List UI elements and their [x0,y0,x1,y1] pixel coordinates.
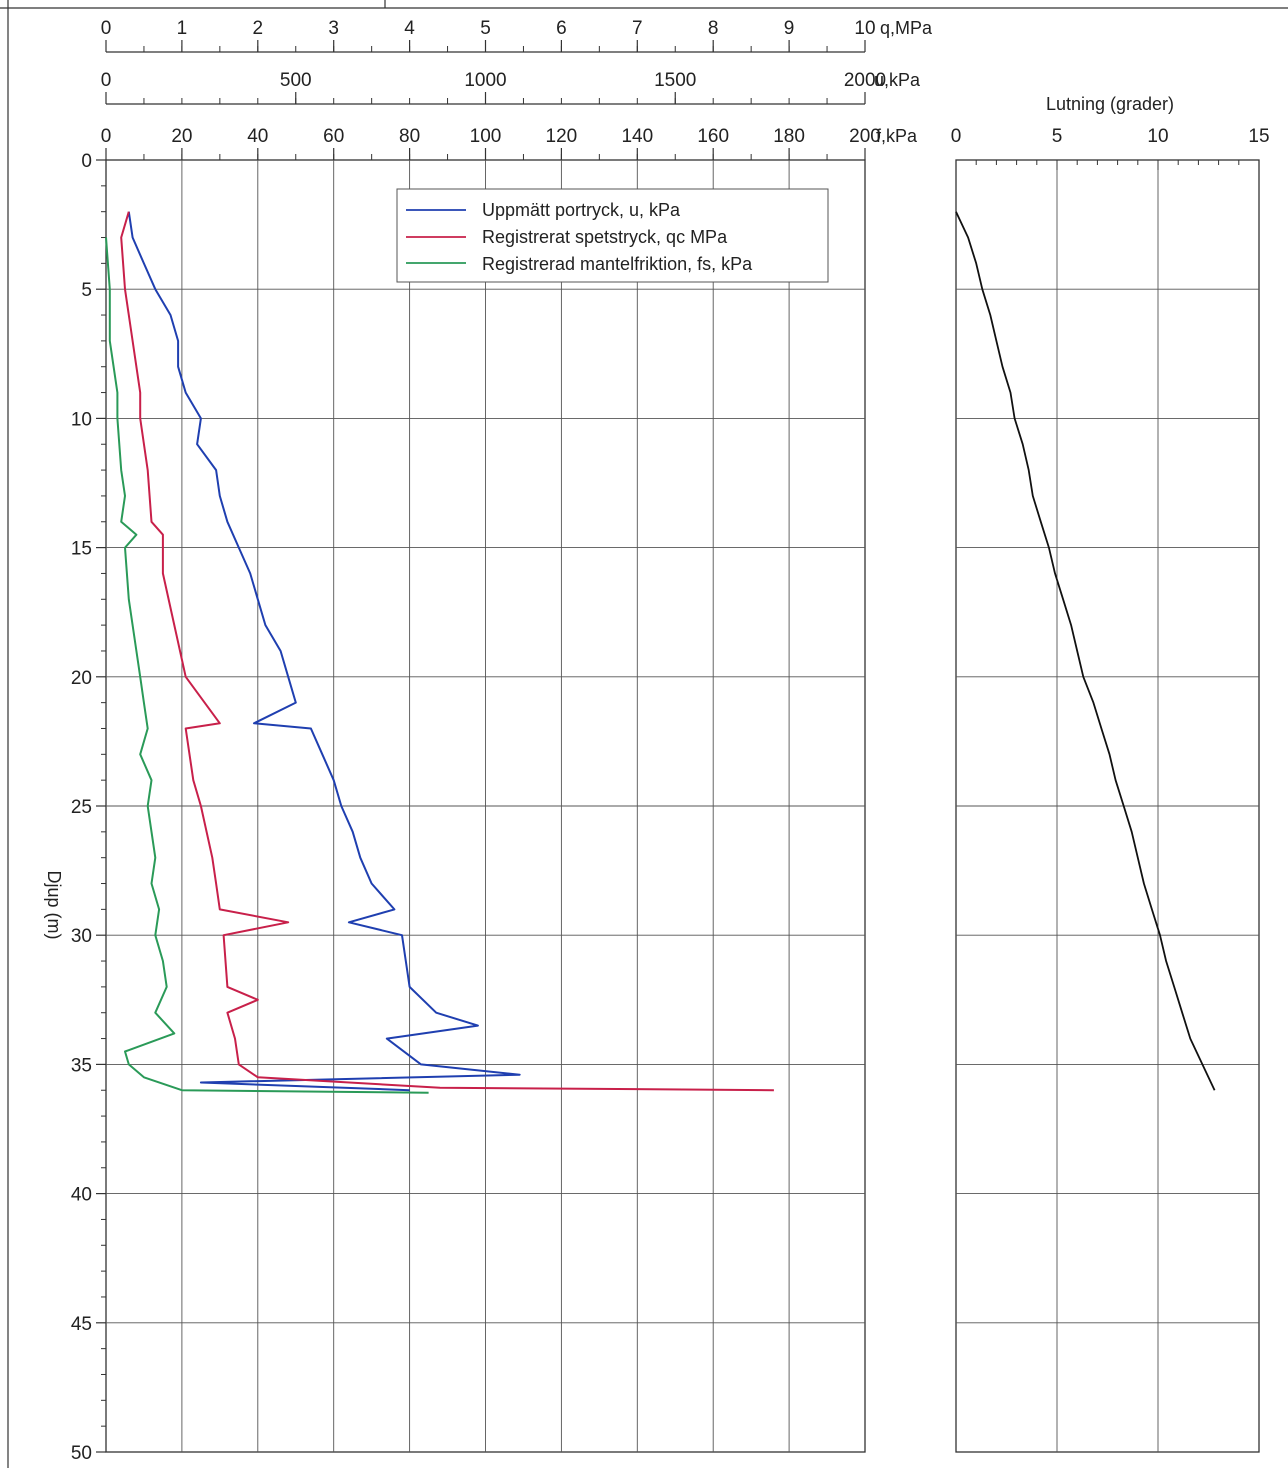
x-tick-label: 60 [323,126,344,147]
side-axes: 0 5 10 15 [951,126,1270,170]
x-tick-label: 0 [101,70,112,91]
x-axis-unit-f-kpa: f,kPa [876,126,918,146]
x-tick-label: 80 [399,126,420,147]
x-axis-unit-u-kpa: u,kPa [874,70,921,90]
x-tick-label: 2000 [844,70,886,91]
x-tick-label: 500 [280,70,312,91]
x-axis-q-mpa: 0 1 2 3 4 5 6 7 8 9 10 q,MPa [101,18,933,53]
side-x-tick-label: 15 [1248,126,1269,147]
x-tick-label: 120 [546,126,578,147]
x-tick-label: 40 [247,126,268,147]
x-tick-label: 1500 [654,70,696,91]
x-tick-label: 100 [470,126,502,147]
x-tick-label: 3 [328,18,339,39]
depth-tick-label: 40 [71,1185,92,1206]
legend-box [396,188,829,283]
x-tick-label: 10 [854,18,875,39]
x-tick-label: 7 [632,18,643,39]
x-tick-label: 4 [404,18,415,39]
inclination-chart: 0 5 10 15 Lutning (grader) [951,94,1270,1453]
series-line-registrerat-spetstryck-qc-mpa [120,211,774,1092]
inclination-title: Lutning (grader) [1046,94,1174,114]
legend-entry-u: Uppmätt portryck, u, kPa [482,200,681,220]
x-tick-label: 8 [708,18,719,39]
x-tick-label: 9 [784,18,795,39]
x-tick-label: 6 [556,18,567,39]
x-axis-unit-q-mpa: q,MPa [880,18,933,38]
depth-tick-label: 20 [71,668,92,689]
x-tick-label: 20 [171,126,192,147]
depth-tick-label: 0 [81,151,92,172]
depth-tick-label: 35 [71,1055,92,1076]
x-tick-label: 1000 [464,70,506,91]
x-tick-label: 0 [101,18,112,39]
x-tick-label: 1 [177,18,188,39]
x-tick-label: 5 [480,18,491,39]
depth-tick-label: 10 [71,409,92,430]
depth-tick-label: 5 [81,280,92,301]
main-grid [105,159,866,1453]
depth-tick-label: 50 [71,1443,92,1464]
x-tick-label: 140 [621,126,653,147]
depth-axis-label: Djup (m) [44,870,64,939]
series-line-uppm-tt-portryck-u-kpa [127,211,521,1092]
side-grid [955,159,1260,1453]
side-x-tick-label: 0 [951,126,962,147]
depth-tick-label: 45 [71,1314,92,1335]
side-x-tick-label: 5 [1052,126,1063,147]
x-tick-label: 180 [773,126,805,147]
side-series [955,211,1216,1091]
legend-entry-fs: Registrerad mantelfriktion, fs, kPa [482,254,753,274]
main-legend: Uppmätt portryck, u, kPa Registrerat spe… [396,188,829,283]
x-tick-label: 2 [253,18,264,39]
main-series [105,211,774,1094]
legend-entry-qc: Registrerat spetstryck, qc MPa [482,227,728,247]
series-line-registrerad-mantelfriktion-fs-kpa [105,237,429,1094]
x-tick-label: 200 [849,126,881,147]
depth-tick-label: 25 [71,797,92,818]
side-x-tick-label: 10 [1147,126,1168,147]
depth-tick-label: 30 [71,926,92,947]
depth-tick-label: 15 [71,539,92,560]
x-tick-label: 0 [101,126,112,147]
x-tick-label: 160 [697,126,729,147]
inclination-line [955,211,1216,1091]
